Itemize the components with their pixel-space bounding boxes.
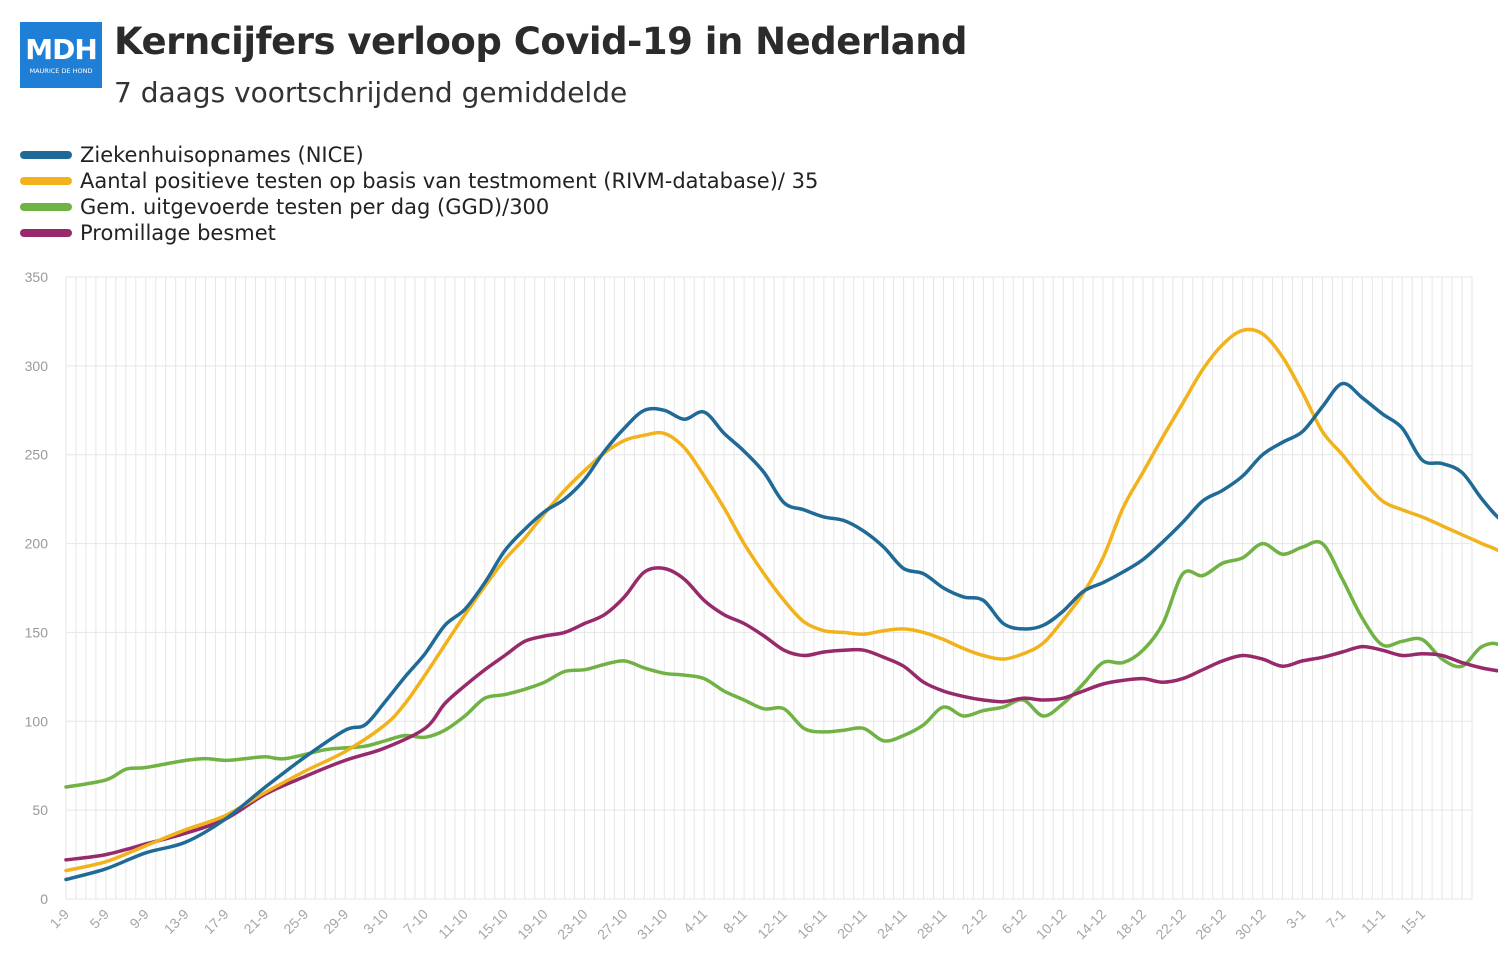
x-tick-label: 15-10 <box>474 906 511 943</box>
series-line-promillage-besmet <box>64 566 1498 862</box>
y-tick-label: 300 <box>25 358 49 374</box>
x-tick-label: 11-10 <box>435 906 471 942</box>
x-tick-label: 19-10 <box>514 906 551 943</box>
legend-item-ziekenhuisopnames: Ziekenhuisopnames (NICE) <box>20 142 818 168</box>
x-tick-label: 7-1 <box>1323 906 1349 932</box>
legend-label: Ziekenhuisopnames (NICE) <box>80 143 364 167</box>
x-tick-label: 27-10 <box>594 906 631 943</box>
x-tick-label: 7-10 <box>400 906 431 937</box>
legend-item-positieve-testen: Aantal positieve testen op basis van tes… <box>20 168 818 194</box>
legend: Ziekenhuisopnames (NICE) Aantal positiev… <box>20 142 818 246</box>
x-tick-label: 17-9 <box>201 906 232 937</box>
series-lines <box>64 327 1498 882</box>
x-tick-label: 1-9 <box>46 906 72 932</box>
x-tick-label: 20-11 <box>834 906 870 942</box>
legend-label: Aantal positieve testen op basis van tes… <box>80 169 819 193</box>
x-tick-label: 16-11 <box>794 906 830 942</box>
chart-subtitle: 7 daags voortschrijdend gemiddelde <box>114 76 628 109</box>
x-tick-label: 13-9 <box>161 906 192 937</box>
x-tick-label: 12-11 <box>754 906 790 942</box>
x-tick-label: 24-11 <box>874 906 910 942</box>
chart-title: Kerncijfers verloop Covid-19 in Nederlan… <box>114 20 968 63</box>
x-tick-label: 26-12 <box>1192 906 1229 943</box>
legend-swatch <box>20 177 72 185</box>
x-tick-label: 22-12 <box>1152 906 1189 943</box>
legend-swatch <box>20 229 72 237</box>
y-tick-label: 150 <box>25 624 49 640</box>
legend-swatch <box>20 151 72 159</box>
legend-item-promillage-besmet: Promillage besmet <box>20 220 818 246</box>
x-tick-label: 31-10 <box>634 906 671 943</box>
x-tick-label: 11-1 <box>1358 906 1389 937</box>
logo-subtext: MAURICE DE HOND <box>29 67 93 75</box>
legend-label: Promillage besmet <box>80 221 276 245</box>
y-tick-label: 0 <box>40 891 48 907</box>
x-tick-label: 9-9 <box>126 906 152 932</box>
x-tick-label: 18-12 <box>1112 906 1149 943</box>
legend-label: Gem. uitgevoerde testen per dag (GGD)/30… <box>80 195 550 219</box>
x-tick-label: 3-1 <box>1283 906 1309 932</box>
x-tick-label: 25-9 <box>280 906 311 937</box>
x-tick-label: 5-9 <box>86 906 112 932</box>
x-tick-label: 10-12 <box>1033 906 1070 943</box>
series-line-ziekenhuisopnames <box>64 381 1498 882</box>
x-tick-label: 23-10 <box>554 906 591 943</box>
x-tick-label: 30-12 <box>1232 906 1269 943</box>
x-axis-ticks: 1-9 5-9 9-9 13-9 17-9 21-9 25-9 29-9 3-10 7-10 11-… <box>46 906 1428 943</box>
y-tick-label: 50 <box>32 802 48 818</box>
y-tick-label: 100 <box>25 713 49 729</box>
x-tick-label: 2-12 <box>958 906 989 937</box>
y-tick-label: 200 <box>25 536 49 552</box>
x-tick-label: 8-11 <box>720 906 751 937</box>
y-tick-label: 350 <box>25 269 49 285</box>
x-tick-label: 15-1 <box>1397 906 1428 937</box>
series-line-uitgevoerde-testen <box>64 539 1498 789</box>
x-tick-label: 4-11 <box>680 906 711 937</box>
x-tick-label: 14-12 <box>1073 906 1110 943</box>
logo-text: MDH <box>25 33 98 66</box>
x-tick-label: 3-10 <box>360 906 391 937</box>
x-tick-label: 21-9 <box>240 906 271 937</box>
legend-item-uitgevoerde-testen: Gem. uitgevoerde testen per dag (GGD)/30… <box>20 194 818 220</box>
grid <box>65 276 1473 900</box>
y-tick-label: 250 <box>25 447 49 463</box>
y-axis-ticks: 0 50 100 150 200 250 300 350 <box>25 269 49 907</box>
x-tick-label: 28-11 <box>914 906 950 942</box>
series-line-positieve-testen <box>64 327 1498 873</box>
x-tick-label: 29-9 <box>320 906 351 937</box>
x-tick-label: 6-12 <box>998 906 1029 937</box>
legend-swatch <box>20 203 72 211</box>
mdh-logo: MDH MAURICE DE HOND <box>20 22 102 88</box>
